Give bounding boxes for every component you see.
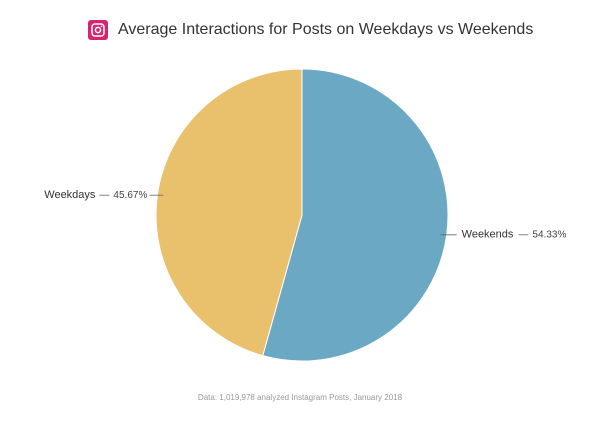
slice-label: Weekends bbox=[462, 229, 514, 241]
value-label: 54.33% bbox=[532, 229, 566, 240]
instagram-icon bbox=[88, 20, 108, 40]
chart-title: Average Interactions for Posts on Weekda… bbox=[118, 21, 533, 38]
value-label: 45.67% bbox=[113, 190, 147, 201]
footnote: Data: 1,019,978 analyzed Instagram Posts… bbox=[198, 393, 403, 402]
slice-label: Weekdays bbox=[44, 189, 96, 201]
